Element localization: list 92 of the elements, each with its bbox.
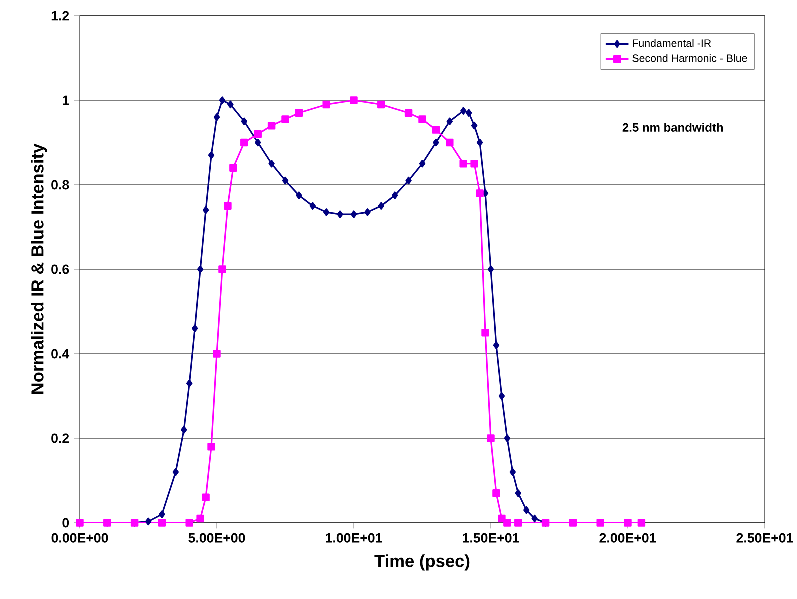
- point: [476, 138, 484, 147]
- point: [433, 138, 440, 147]
- point: [202, 206, 210, 214]
- point: [282, 176, 289, 185]
- point: [202, 494, 210, 502]
- point: [569, 519, 578, 527]
- point: [460, 107, 467, 115]
- y-tick-label: 1: [63, 96, 70, 106]
- point: [460, 160, 468, 168]
- point: [446, 118, 453, 126]
- point: [504, 519, 512, 527]
- point: [197, 266, 204, 274]
- x-tick-label: 1.00E+01: [326, 533, 382, 543]
- x-tick-label: 1.50E+01: [463, 533, 520, 543]
- point: [228, 100, 234, 109]
- point: [392, 192, 398, 200]
- y-tick-label: 1.2: [52, 11, 70, 21]
- point: [268, 160, 275, 168]
- y-tick-label: 0: [62, 518, 70, 528]
- point: [310, 202, 316, 210]
- point: [446, 138, 454, 147]
- y-tick-label: 0.8: [52, 180, 70, 190]
- point: [498, 392, 506, 400]
- point: [254, 130, 262, 138]
- point: [213, 350, 221, 358]
- point: [158, 519, 166, 527]
- point: [419, 160, 426, 168]
- point: [350, 96, 358, 104]
- point: [418, 116, 426, 124]
- point: [514, 519, 522, 527]
- x-tick-label: 2.50E+01: [736, 533, 794, 543]
- point: [219, 96, 226, 104]
- point: [471, 122, 478, 130]
- point: [196, 514, 204, 523]
- y-axis-title: Normalized IR & Blue Intensity: [31, 144, 48, 394]
- point: [504, 434, 511, 442]
- point: [404, 109, 413, 118]
- point: [596, 519, 604, 527]
- point: [181, 426, 188, 434]
- point: [295, 109, 304, 118]
- point: [492, 490, 500, 498]
- point: [432, 126, 440, 134]
- point: [218, 266, 226, 274]
- point: [186, 380, 193, 388]
- point: [255, 138, 262, 147]
- point: [296, 192, 302, 200]
- point: [488, 266, 494, 274]
- point: [337, 210, 344, 218]
- x-tick-label: 0.00E+00: [52, 533, 108, 543]
- point: [624, 519, 632, 527]
- point: [224, 202, 232, 210]
- point: [470, 160, 478, 168]
- point: [510, 468, 516, 476]
- point: [406, 176, 412, 185]
- point: [214, 114, 220, 122]
- point: [159, 510, 166, 518]
- point: [487, 434, 495, 442]
- legend-label: Fundamental -IR: [633, 39, 712, 48]
- y-tick-label: 0.6: [52, 264, 70, 274]
- point: [241, 118, 248, 126]
- point: [524, 506, 530, 514]
- point: [322, 100, 330, 109]
- point: [240, 138, 248, 147]
- point: [532, 514, 538, 523]
- point: [324, 208, 330, 216]
- point: [364, 208, 371, 216]
- point: [482, 329, 490, 337]
- point: [282, 116, 290, 124]
- point: [466, 109, 472, 118]
- x-axis-title: Time (psec): [374, 554, 470, 571]
- annotation: 2.5 nm bandwidth: [622, 123, 724, 132]
- point: [378, 202, 385, 210]
- point: [498, 514, 506, 523]
- point: [145, 518, 152, 526]
- legend-label: Second Harmonic - Blue: [632, 54, 748, 62]
- point: [268, 122, 276, 130]
- point: [350, 210, 358, 218]
- point: [230, 164, 238, 172]
- point: [172, 468, 180, 476]
- x-tick-label: 2.00E+01: [600, 533, 656, 543]
- y-tick-label: 0.4: [52, 349, 70, 359]
- point: [515, 490, 522, 498]
- point: [493, 342, 500, 350]
- point: [638, 519, 646, 527]
- x-tick-label: 5.00E+00: [188, 533, 246, 543]
- point: [208, 152, 215, 160]
- point: [378, 100, 386, 109]
- y-tick-label: 0.2: [52, 434, 70, 444]
- point: [192, 324, 198, 333]
- point: [186, 519, 194, 527]
- point: [208, 443, 216, 451]
- point: [476, 190, 484, 198]
